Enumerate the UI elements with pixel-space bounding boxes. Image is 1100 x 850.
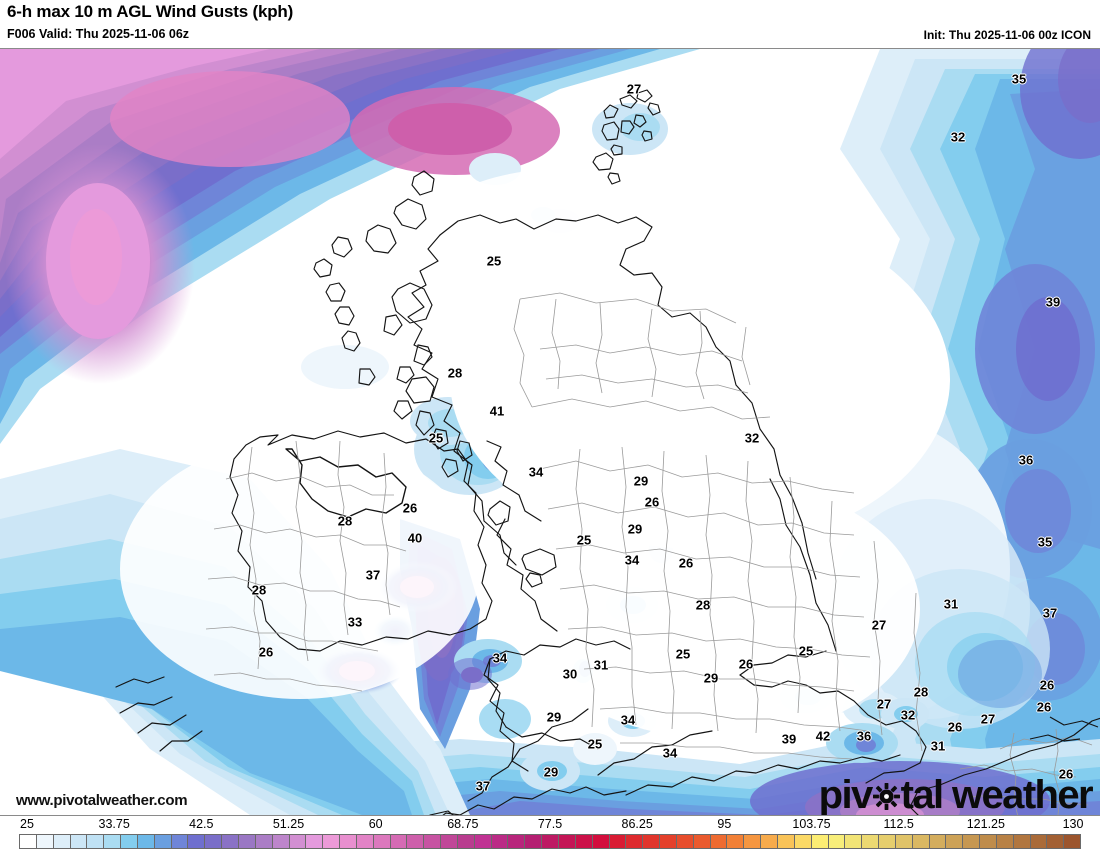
colorbar-swatch bbox=[1013, 835, 1031, 848]
colorbar-legend[interactable]: 25 33.75 42.5 51.25 60 68.75 77.5 86.25 95 103.75… bbox=[0, 815, 1100, 850]
colorbar-swatch bbox=[744, 835, 762, 848]
colorbar-swatch bbox=[87, 835, 105, 848]
colorbar-swatch bbox=[1064, 835, 1081, 848]
colorbar-swatch bbox=[777, 835, 795, 848]
init-time-label: Init: Thu 2025-11-06 00z ICON bbox=[923, 28, 1091, 42]
colorbar-tick: 25 bbox=[20, 817, 34, 831]
colorbar-swatch bbox=[70, 835, 88, 848]
map-header: 6-h max 10 m AGL Wind Gusts (kph) F006 V… bbox=[0, 0, 1100, 48]
colorbar-swatch bbox=[154, 835, 172, 848]
colorbar-swatch bbox=[323, 835, 341, 848]
colorbar-swatch bbox=[457, 835, 475, 848]
colorbar-swatch bbox=[137, 835, 155, 848]
colorbar-swatch bbox=[373, 835, 391, 848]
colorbar-tick: 51.25 bbox=[272, 817, 305, 831]
colorbar-swatch bbox=[272, 835, 290, 848]
colorbar-swatch bbox=[592, 835, 610, 848]
colorbar-swatch bbox=[424, 835, 442, 848]
colorbar-tick: 68.75 bbox=[447, 817, 479, 831]
forecast-map[interactable]: 27 35 32 25 39 28 41 25 32 36 34 26 29 26 28 40 29 25 35 34… bbox=[0, 48, 1100, 815]
colorbar-swatch bbox=[36, 835, 54, 848]
colorbar-swatch bbox=[575, 835, 593, 848]
brand-text-part2: tal weather bbox=[900, 773, 1094, 815]
contour-band-english-channel bbox=[250, 739, 1100, 815]
colorbar-swatch bbox=[407, 835, 425, 848]
colorbar-swatch bbox=[306, 835, 324, 848]
colorbar-swatch bbox=[559, 835, 576, 848]
colorbar-swatch bbox=[121, 835, 138, 848]
colorbar-swatch bbox=[171, 835, 189, 848]
colorbar-swatch bbox=[626, 835, 644, 848]
colorbar-swatch bbox=[693, 835, 711, 848]
colorbar-tick: 42.5 bbox=[189, 817, 214, 831]
colorbar-swatch bbox=[491, 835, 509, 848]
colorbar-swatch bbox=[238, 835, 256, 848]
colorbar-swatch bbox=[676, 835, 694, 848]
coastline-layer bbox=[115, 89, 927, 815]
colorbar-tick: 86.25 bbox=[621, 817, 653, 831]
colorbar-swatch bbox=[727, 835, 745, 848]
colorbar-swatch bbox=[643, 835, 661, 848]
site-url-watermark: www.pivotalweather.com bbox=[16, 792, 188, 809]
colorbar-swatch bbox=[761, 835, 778, 848]
colorbar-swatch bbox=[963, 835, 981, 848]
colorbar-swatch bbox=[710, 835, 728, 848]
colorbar-tick: 112.5 bbox=[883, 817, 914, 831]
colorbar-swatch bbox=[794, 835, 812, 848]
colorbar-swatch bbox=[811, 835, 829, 848]
colorbar-swatch bbox=[356, 835, 374, 848]
colorbar-swatch bbox=[104, 835, 122, 848]
colorbar-swatch bbox=[660, 835, 677, 848]
colorbar-tick: 103.75 bbox=[792, 817, 831, 831]
colorbar-swatch bbox=[441, 835, 458, 848]
colorbar-swatch bbox=[188, 835, 206, 848]
colorbar-swatch bbox=[929, 835, 947, 848]
colorbar-swatch bbox=[895, 835, 913, 848]
colorbar-swatch bbox=[862, 835, 880, 848]
contour-band-nw-atlantic bbox=[0, 49, 700, 444]
colorbar-swatch bbox=[508, 835, 526, 848]
colorbar-swatch bbox=[946, 835, 964, 848]
colorbar-swatch bbox=[525, 835, 543, 848]
colorbar-tick-labels: 25 33.75 42.5 51.25 60 68.75 77.5 86.25 95 103.75… bbox=[0, 816, 1100, 833]
colorbar-tick: 77.5 bbox=[537, 817, 563, 831]
colorbar-swatch bbox=[1047, 835, 1065, 848]
pivotal-weather-logo: piv bbox=[818, 773, 1094, 816]
continental-coastline bbox=[909, 716, 1100, 815]
colorbar-tick: 33.75 bbox=[98, 817, 130, 831]
colorbar-swatch bbox=[1030, 835, 1048, 848]
colorbar-swatch bbox=[255, 835, 273, 848]
colorbar-swatch bbox=[222, 835, 239, 848]
colorbar-swatch bbox=[20, 835, 37, 848]
colorbar-swatch bbox=[845, 835, 863, 848]
colorbar-swatch bbox=[542, 835, 559, 848]
colorbar-tick: 60 bbox=[368, 817, 383, 831]
gear-icon bbox=[872, 777, 901, 816]
colorbar-swatch bbox=[289, 835, 307, 848]
page-title: 6-h max 10 m AGL Wind Gusts (kph) bbox=[7, 2, 294, 21]
colorbar-tick: 121.25 bbox=[966, 817, 1005, 831]
colorbar-swatch bbox=[996, 835, 1014, 848]
colorbar-swatch bbox=[609, 835, 627, 848]
colorbar-tick: 130 bbox=[1062, 817, 1084, 831]
colorbar-tick: 95 bbox=[717, 817, 732, 831]
colorbar-swatch bbox=[879, 835, 896, 848]
colorbar-swatch bbox=[390, 835, 408, 848]
colorbar-swatch bbox=[474, 835, 492, 848]
colorbar-swatches[interactable] bbox=[19, 834, 1081, 849]
admin-border-layer bbox=[205, 292, 1093, 815]
colorbar-swatch bbox=[205, 835, 223, 848]
colorbar-swatch bbox=[912, 835, 930, 848]
colorbar-swatch bbox=[340, 835, 357, 848]
colorbar-swatch bbox=[53, 835, 71, 848]
brand-text-part1: piv bbox=[818, 773, 874, 815]
valid-time-label: F006 Valid: Thu 2025-11-06 06z bbox=[7, 27, 190, 41]
colorbar-swatch bbox=[828, 835, 846, 848]
wind-gust-raster bbox=[0, 49, 1100, 815]
colorbar-swatch bbox=[980, 835, 997, 848]
